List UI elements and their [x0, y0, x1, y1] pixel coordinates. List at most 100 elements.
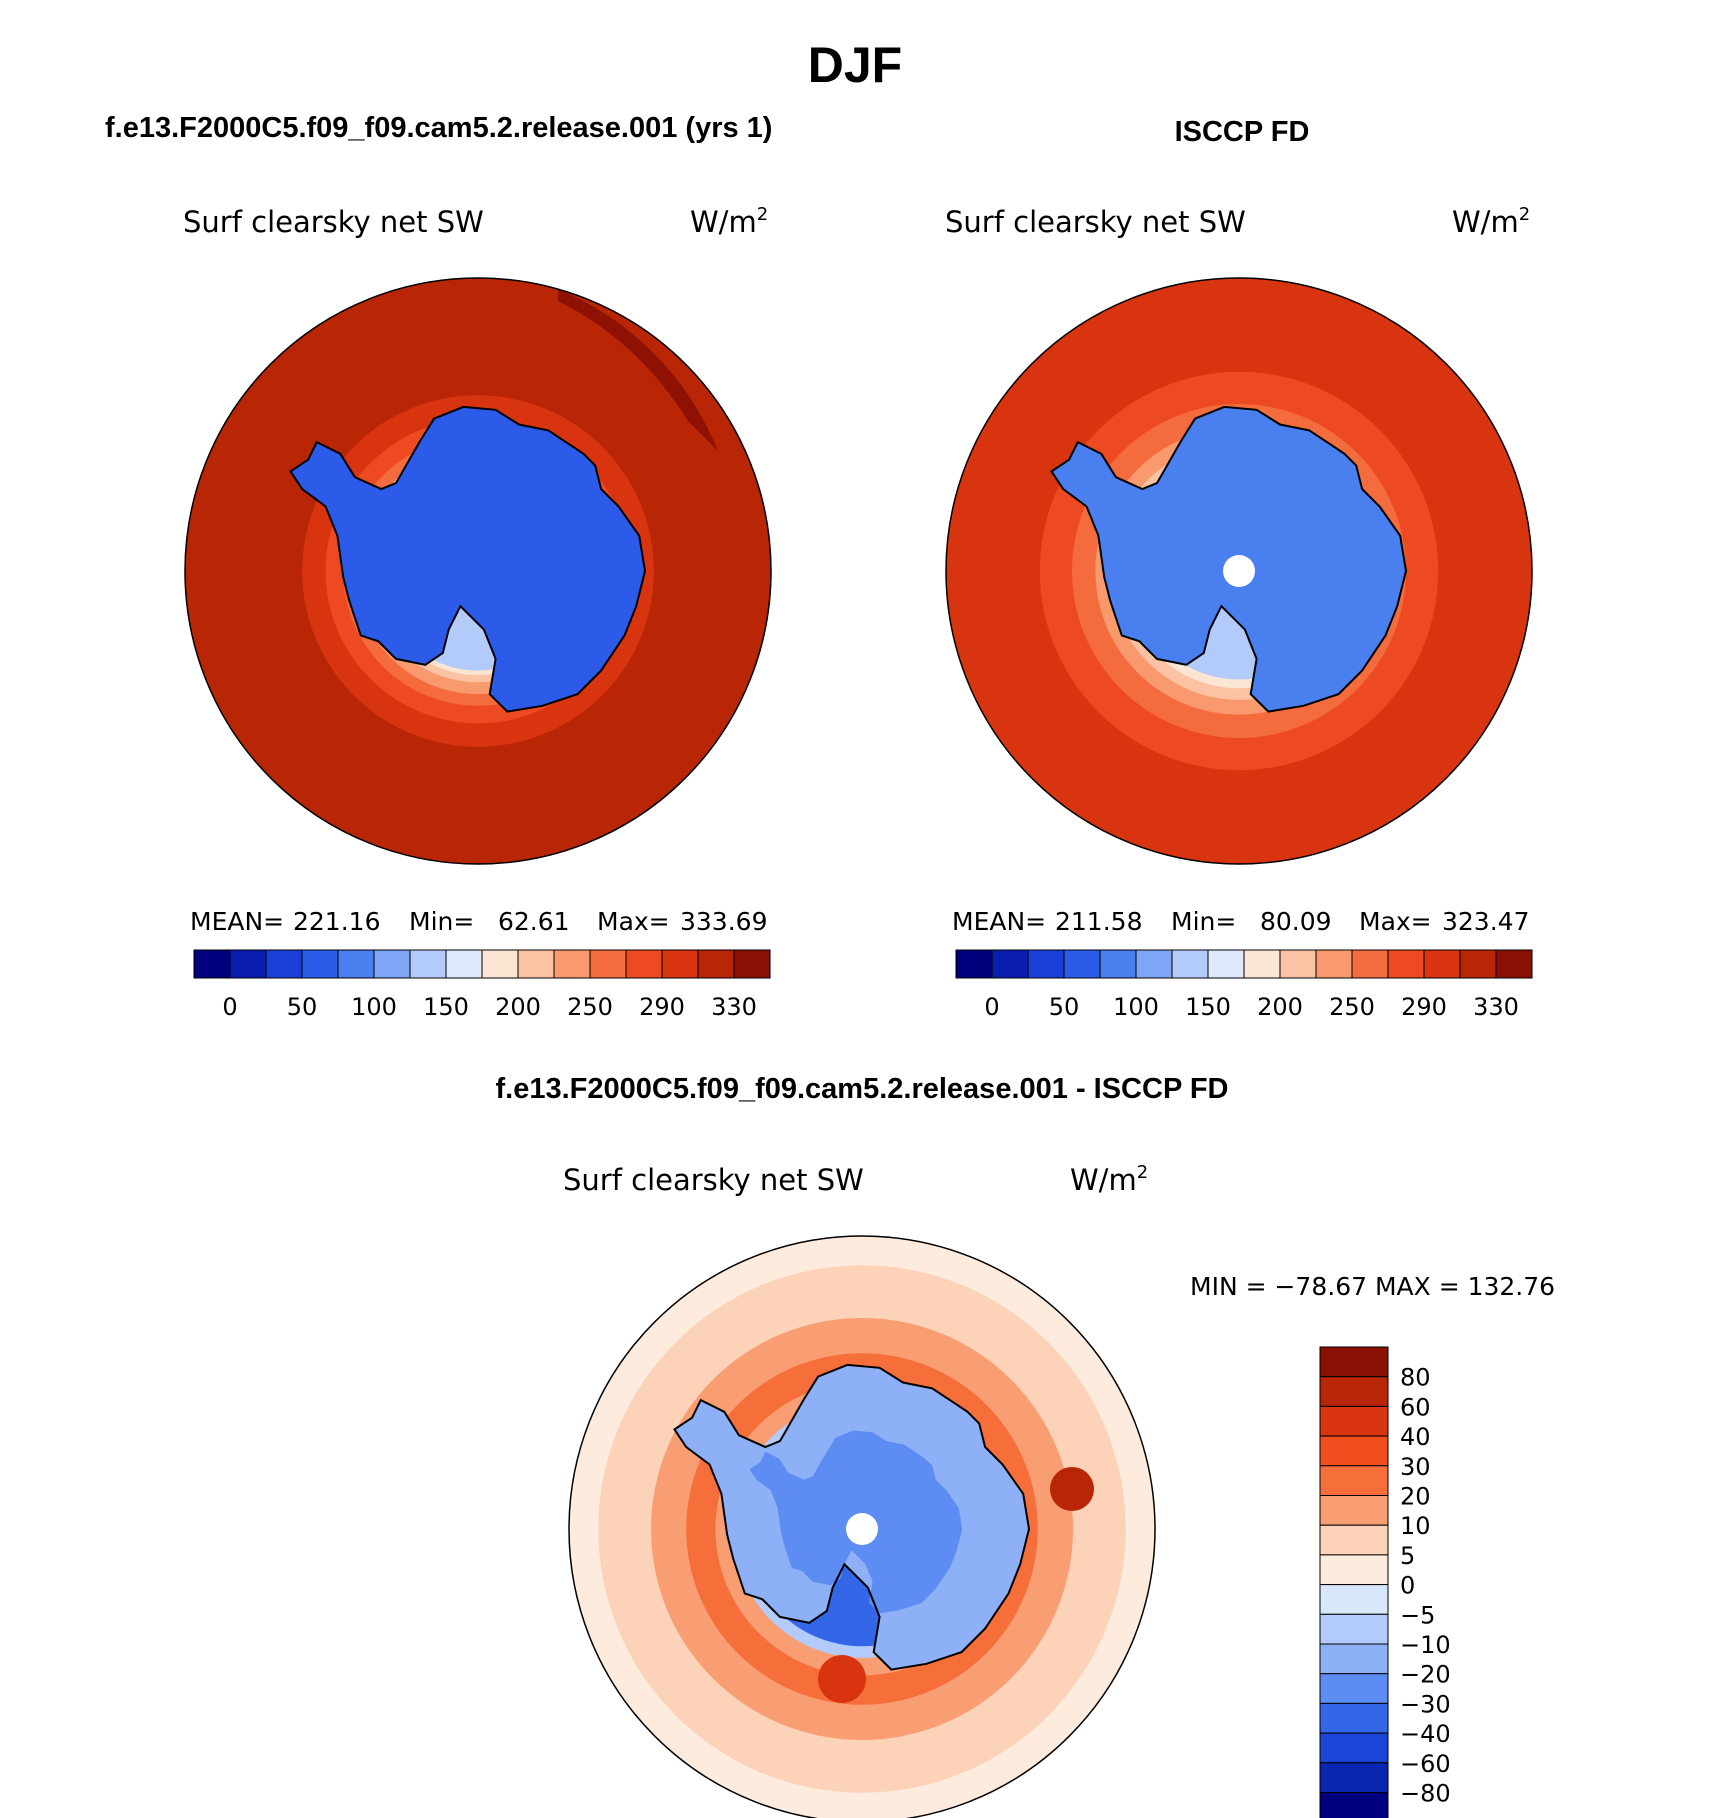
- cbar-swatch: [661, 949, 699, 979]
- panel-diff-units-sup: 2: [1137, 1162, 1148, 1183]
- cbar-swatch: [1351, 949, 1389, 979]
- cbar-swatch: [1315, 949, 1353, 979]
- cbar-swatch: [1319, 1435, 1389, 1467]
- stats-obs-max: 323.47: [1442, 907, 1529, 936]
- map-model: [184, 277, 772, 865]
- cbar-swatch: [1387, 949, 1425, 979]
- cbar-swatch: [955, 949, 993, 979]
- stats-model-mean: 221.16: [293, 907, 380, 936]
- coastline: [289, 405, 647, 713]
- cbar-swatch: [1319, 1495, 1389, 1526]
- high-value-patch: [558, 289, 718, 451]
- diff-hotspot: [1050, 1467, 1094, 1511]
- cbar-swatch: [697, 949, 735, 979]
- stats-model-min: 62.61: [498, 907, 570, 936]
- cbar-swatch: [733, 949, 771, 979]
- cbar-tick-label: −80: [1400, 1780, 1451, 1808]
- cbar-swatch: [1171, 949, 1209, 979]
- pole-missing-data: [1223, 555, 1255, 587]
- panel-obs-units-base: W/m: [1452, 205, 1519, 239]
- cbar-swatch: [1135, 949, 1173, 979]
- map-obs: [945, 277, 1533, 865]
- cbar-tick-label: 40: [1400, 1423, 1431, 1451]
- cbar-swatch: [625, 949, 663, 979]
- cbar-swatch: [1319, 1762, 1389, 1794]
- cbar-swatch: [1099, 949, 1137, 979]
- cbar-swatch: [265, 949, 303, 979]
- coastline: [1050, 405, 1408, 713]
- cbar-tick-label: −60: [1400, 1750, 1451, 1778]
- cbar-swatch: [1279, 949, 1317, 979]
- panel-model: f.e13.F2000C5.f09_f09.cam5.2.release.001…: [105, 112, 772, 1021]
- cbar-tick-label: 250: [1329, 993, 1375, 1021]
- cbar-tick-label: −5: [1400, 1601, 1435, 1629]
- stats-model-max-label: Max=: [597, 907, 670, 936]
- cbar-tick-label: −30: [1400, 1690, 1451, 1718]
- cbar-swatch: [1207, 949, 1245, 979]
- map-diff: [568, 1235, 1156, 1818]
- map-boundary: [184, 277, 772, 865]
- cbar-tick-label: 330: [1473, 993, 1519, 1021]
- panel-obs-variable: Surf clearsky net SW: [945, 205, 1246, 239]
- cbar-tick-label: 290: [639, 993, 685, 1021]
- stats-obs-mean-label: MEAN=: [952, 907, 1046, 936]
- cbar-swatch: [445, 949, 483, 979]
- cbar-swatch: [589, 949, 627, 979]
- cbar-tick-label: 200: [1257, 993, 1303, 1021]
- cbar-swatch: [337, 949, 375, 979]
- cbar-tick-label: 290: [1401, 993, 1447, 1021]
- cbar-tick-label: 200: [495, 993, 541, 1021]
- map-boundary: [945, 277, 1533, 865]
- panel-obs-units-sup: 2: [1519, 204, 1530, 225]
- panel-model-units: W/m2: [690, 204, 768, 239]
- cbar-tick-label: 5: [1400, 1542, 1415, 1570]
- cbar-tick-label: 30: [1400, 1453, 1431, 1481]
- cbar-tick-label: 0: [984, 993, 999, 1021]
- figure-title: DJF: [808, 37, 902, 93]
- stats-diff: MIN = −78.67 MAX = 132.76: [1190, 1272, 1555, 1301]
- stats-model-mean-label: MEAN=: [190, 907, 284, 936]
- cbar-swatch: [1319, 1465, 1389, 1497]
- cbar-tick-label: 0: [1400, 1572, 1415, 1600]
- cbar-swatch: [1319, 1405, 1389, 1437]
- colorbar-obs: 0 50 100 150 200 250 290 330: [955, 949, 1533, 1021]
- cbar-tick-label: 80: [1400, 1364, 1431, 1392]
- cbar-tick-label: 150: [423, 993, 469, 1021]
- cbar-swatch: [1319, 1584, 1389, 1615]
- coastline: [673, 1363, 1031, 1671]
- cbar-swatch: [1319, 1673, 1389, 1704]
- cbar-swatch: [1495, 949, 1533, 979]
- cbar-tick-label: 20: [1400, 1483, 1431, 1511]
- cbar-tick-label: 250: [567, 993, 613, 1021]
- cbar-swatch: [1243, 949, 1281, 979]
- cbar-swatch: [301, 949, 339, 979]
- cbar-swatch: [1319, 1792, 1389, 1818]
- panel-diff-header: f.e13.F2000C5.f09_f09.cam5.2.release.001…: [496, 1073, 1229, 1105]
- cbar-tick-label: −10: [1400, 1631, 1451, 1659]
- panel-diff-units: W/m2: [1070, 1162, 1148, 1197]
- cbar-swatch: [193, 949, 231, 979]
- colorbar-model: 0 50 100 150 200 250 290 330: [193, 949, 771, 1021]
- cbar-swatch: [409, 949, 447, 979]
- cbar-swatch: [1319, 1376, 1389, 1407]
- cbar-swatch: [481, 949, 519, 979]
- cbar-swatch: [1319, 1643, 1389, 1675]
- stats-model-max: 333.69: [680, 907, 767, 936]
- cbar-tick-label: 10: [1400, 1512, 1431, 1540]
- cbar-tick-label: 60: [1400, 1393, 1431, 1421]
- cbar-swatch: [1319, 1524, 1389, 1556]
- panel-model-variable: Surf clearsky net SW: [183, 205, 484, 239]
- cbar-tick-label: −20: [1400, 1661, 1451, 1689]
- cbar-tick-label: 100: [1113, 993, 1159, 1021]
- cbar-swatch: [1027, 949, 1065, 979]
- cbar-swatch: [517, 949, 555, 979]
- cbar-swatch: [373, 949, 411, 979]
- cbar-swatch: [1319, 1702, 1389, 1734]
- cbar-tick-label: 100: [351, 993, 397, 1021]
- cbar-swatch: [553, 949, 591, 979]
- cbar-swatch: [1319, 1613, 1389, 1645]
- panel-model-header: f.e13.F2000C5.f09_f09.cam5.2.release.001…: [105, 112, 772, 144]
- stats-obs-mean: 211.58: [1055, 907, 1142, 936]
